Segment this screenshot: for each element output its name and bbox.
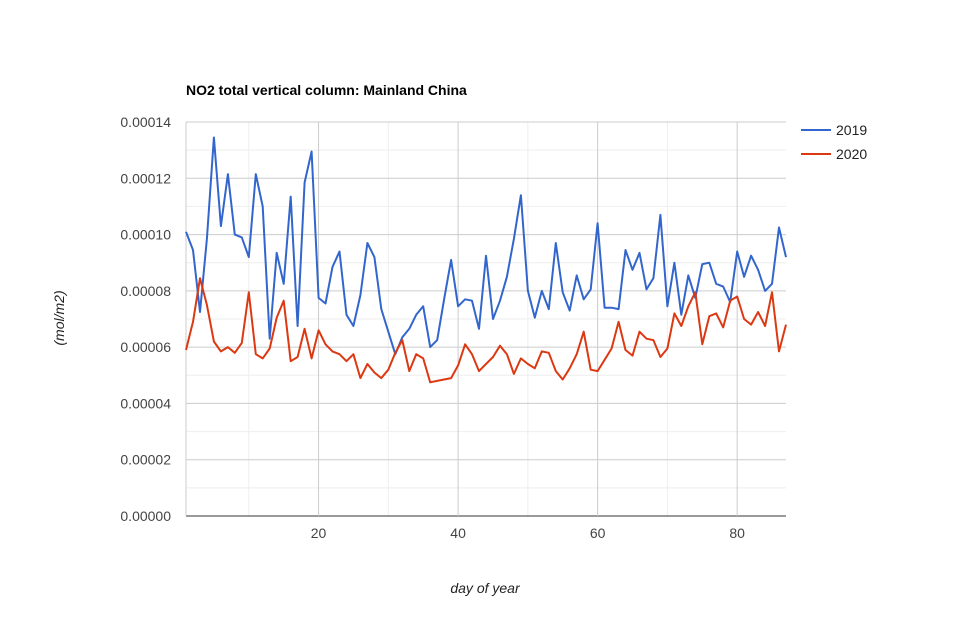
x-tick-label: 80 bbox=[729, 525, 745, 541]
legend-item-2020[interactable]: 2020 bbox=[801, 146, 867, 162]
y-tick-label: 0.00014 bbox=[120, 114, 171, 130]
y-axis-title: (mol/m2) bbox=[51, 290, 67, 345]
y-tick-label: 0.00008 bbox=[120, 283, 171, 299]
series-lines bbox=[185, 136, 787, 384]
x-tick-label: 40 bbox=[450, 525, 466, 541]
y-tick-label: 0.00002 bbox=[120, 452, 171, 468]
legend[interactable]: 2019 2020 bbox=[801, 122, 867, 162]
chart-title: NO2 total vertical column: Mainland Chin… bbox=[186, 82, 467, 98]
y-tick-label: 0.00012 bbox=[120, 170, 171, 186]
y-tick-label: 0.00006 bbox=[120, 339, 171, 355]
y-tick-labels: 0.00000 0.00002 0.00004 0.00006 0.00008 0.000… bbox=[120, 114, 171, 524]
x-axis-title: day of year bbox=[450, 580, 521, 596]
gridlines bbox=[185, 121, 786, 517]
y-tick-label: 0.00004 bbox=[120, 395, 171, 411]
y-tick-label: 0.00010 bbox=[120, 227, 171, 243]
series-line-2019 bbox=[185, 136, 787, 356]
legend-item-2019[interactable]: 2019 bbox=[801, 122, 867, 138]
y-tick-label: 0.00000 bbox=[120, 508, 171, 524]
series-line-2020 bbox=[185, 277, 787, 384]
x-tick-label: 60 bbox=[590, 525, 606, 541]
x-tick-label: 20 bbox=[311, 525, 327, 541]
legend-label: 2020 bbox=[836, 146, 867, 162]
x-tick-labels: 20 40 60 80 bbox=[311, 525, 745, 541]
legend-label: 2019 bbox=[836, 122, 867, 138]
